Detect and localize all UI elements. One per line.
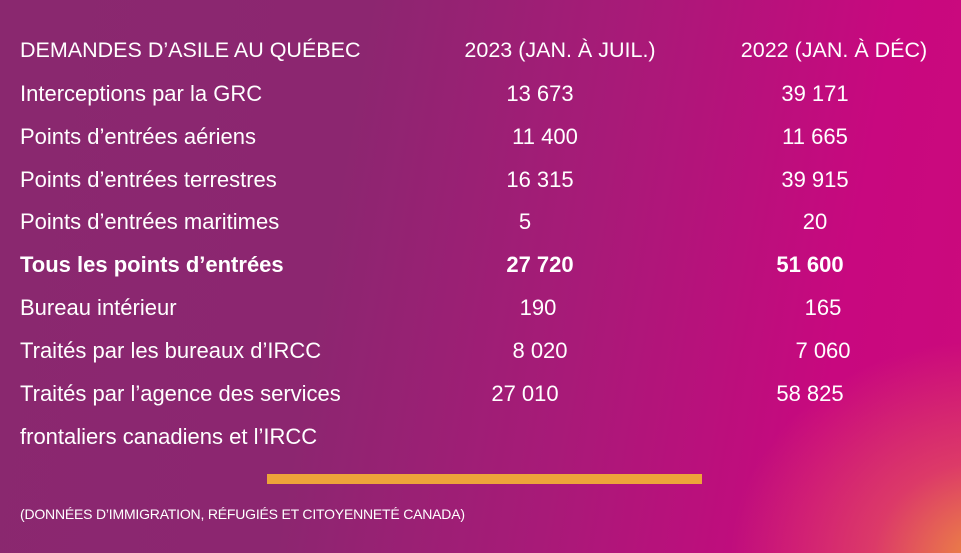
- header-2022: 2022 (JAN. À DÉC): [740, 38, 928, 62]
- value-2023: 27 720: [506, 252, 574, 277]
- row-label: Tous les points d’entrées: [20, 252, 284, 277]
- row-label: Interceptions par la GRC: [20, 81, 263, 106]
- value-2022: 39 171: [781, 81, 849, 106]
- value-2023: 16 315: [506, 167, 574, 192]
- value-2022: 58 825: [776, 381, 844, 406]
- row-label: Points d’entrées aériens: [20, 124, 257, 149]
- value-2022: 165: [804, 295, 842, 320]
- row-label: Bureau intérieur: [20, 295, 177, 320]
- value-2023: 8 020: [512, 338, 568, 363]
- value-2023: 11 400: [512, 124, 578, 149]
- table-row: Points d’entrées terrestres 16 315 39 915: [0, 160, 961, 200]
- header-2023: 2023 (JAN. À JUIL.): [464, 38, 656, 62]
- value-2023: 13 673: [506, 81, 574, 106]
- table-row: Points d’entrées maritimes 5 20: [0, 202, 961, 242]
- table-row: Traités par les bureaux d’IRCC 8 020 7 060: [0, 331, 961, 371]
- table-row: Tous les points d’entrées 27 720 51 600: [0, 245, 961, 285]
- table-row: Points d’entrées aériens 11 400 11 665: [0, 117, 961, 157]
- row-label: Traités par l’agence des services: [20, 381, 341, 406]
- row-label: Points d’entrées maritimes: [20, 209, 280, 234]
- value-2023: 27 010: [491, 381, 559, 406]
- value-2022: 39 915: [781, 167, 849, 192]
- value-2022: 11 665: [782, 124, 848, 149]
- table-row: Traités par l’agence des services 27 010 5…: [0, 374, 961, 449]
- row-label: Points d’entrées terrestres: [20, 167, 277, 192]
- table-row: Bureau intérieur 190 165: [0, 288, 961, 328]
- value-2022: 7 060: [795, 338, 851, 363]
- row-label: Traités par les bureaux d’IRCC: [20, 338, 322, 363]
- value-2023: 5: [518, 209, 532, 234]
- table-row: Interceptions par la GRC 13 673 39 171: [0, 74, 961, 114]
- value-2023: 190: [519, 295, 557, 320]
- value-2022: 20: [802, 209, 828, 234]
- header-title: DEMANDES D’ASILE AU QUÉBEC: [20, 38, 361, 62]
- value-2022: 51 600: [776, 252, 844, 277]
- source-note: (DONNÉES D’IMMIGRATION, RÉFUGIÉS ET CITO…: [20, 506, 465, 522]
- accent-divider: [267, 474, 702, 484]
- row-label-continued: frontaliers canadiens et l’IRCC: [20, 424, 318, 449]
- table-header: DEMANDES D’ASILE AU QUÉBEC 2023 (JAN. À …: [0, 30, 961, 70]
